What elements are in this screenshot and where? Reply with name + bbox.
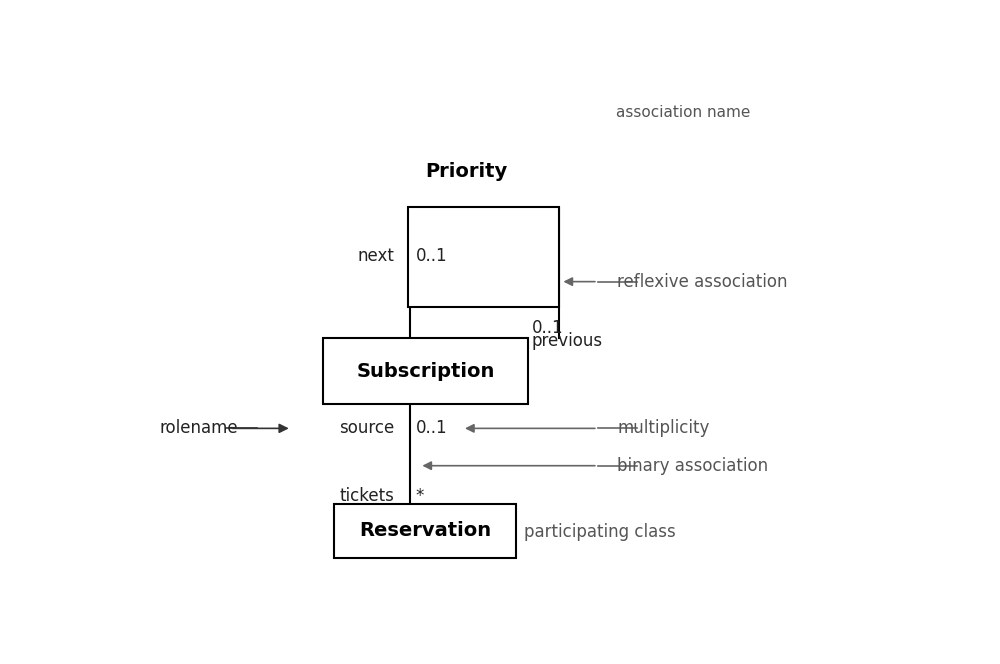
Text: 0..1: 0..1: [416, 247, 447, 265]
Text: participating class: participating class: [524, 523, 676, 541]
Text: *: *: [416, 487, 424, 505]
Text: reflexive association: reflexive association: [617, 273, 788, 291]
Text: association name: association name: [616, 106, 750, 120]
Bar: [323, 338, 528, 404]
Text: binary association: binary association: [617, 457, 768, 475]
Text: Priority: Priority: [425, 162, 507, 181]
Text: Reservation: Reservation: [359, 521, 491, 540]
Bar: [408, 207, 559, 307]
Text: multiplicity: multiplicity: [617, 420, 710, 438]
Text: 0..1: 0..1: [532, 319, 564, 337]
Text: source: source: [339, 420, 395, 438]
Text: rolename: rolename: [160, 420, 239, 438]
Bar: [334, 504, 516, 558]
Text: 0..1: 0..1: [416, 420, 447, 438]
Text: previous: previous: [532, 333, 603, 351]
Text: Subscription: Subscription: [356, 362, 494, 380]
Text: next: next: [358, 247, 395, 265]
Text: tickets: tickets: [340, 487, 395, 505]
